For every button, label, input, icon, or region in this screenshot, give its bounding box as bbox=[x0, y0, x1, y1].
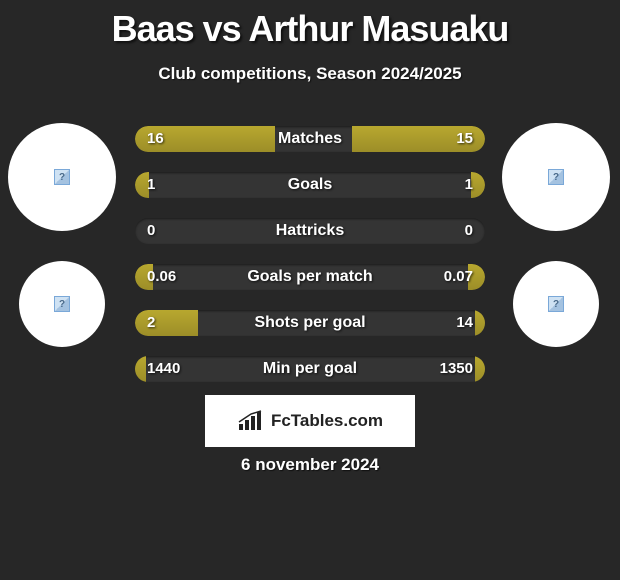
stat-label: Matches bbox=[135, 126, 485, 152]
site-logo: FcTables.com bbox=[205, 395, 415, 447]
player-left-avatars bbox=[8, 123, 118, 377]
player1-avatar bbox=[8, 123, 116, 231]
image-placeholder-icon bbox=[548, 296, 564, 312]
stat-row: 0.060.07Goals per match bbox=[135, 264, 485, 290]
player-right-avatars bbox=[502, 123, 612, 377]
date-label: 6 november 2024 bbox=[0, 455, 620, 475]
stats-bars: 1615Matches 11Goals 00Hattricks 0.060.07Goa… bbox=[135, 126, 485, 402]
image-placeholder-icon bbox=[54, 169, 70, 185]
image-placeholder-icon bbox=[548, 169, 564, 185]
stat-row: 214Shots per goal bbox=[135, 310, 485, 336]
player1-club-logo bbox=[19, 261, 105, 347]
player2-avatar bbox=[502, 123, 610, 231]
subtitle: Club competitions, Season 2024/2025 bbox=[0, 64, 620, 84]
stat-row: 00Hattricks bbox=[135, 218, 485, 244]
stat-label: Goals bbox=[135, 172, 485, 198]
chart-icon bbox=[237, 410, 265, 432]
stat-label: Hattricks bbox=[135, 218, 485, 244]
stat-row: 1615Matches bbox=[135, 126, 485, 152]
player2-club-logo bbox=[513, 261, 599, 347]
stat-label: Min per goal bbox=[135, 356, 485, 382]
stat-row: 14401350Min per goal bbox=[135, 356, 485, 382]
stat-row: 11Goals bbox=[135, 172, 485, 198]
page-title: Baas vs Arthur Masuaku bbox=[0, 0, 620, 50]
stat-label: Shots per goal bbox=[135, 310, 485, 336]
logo-text: FcTables.com bbox=[271, 411, 383, 431]
stat-label: Goals per match bbox=[135, 264, 485, 290]
image-placeholder-icon bbox=[54, 296, 70, 312]
